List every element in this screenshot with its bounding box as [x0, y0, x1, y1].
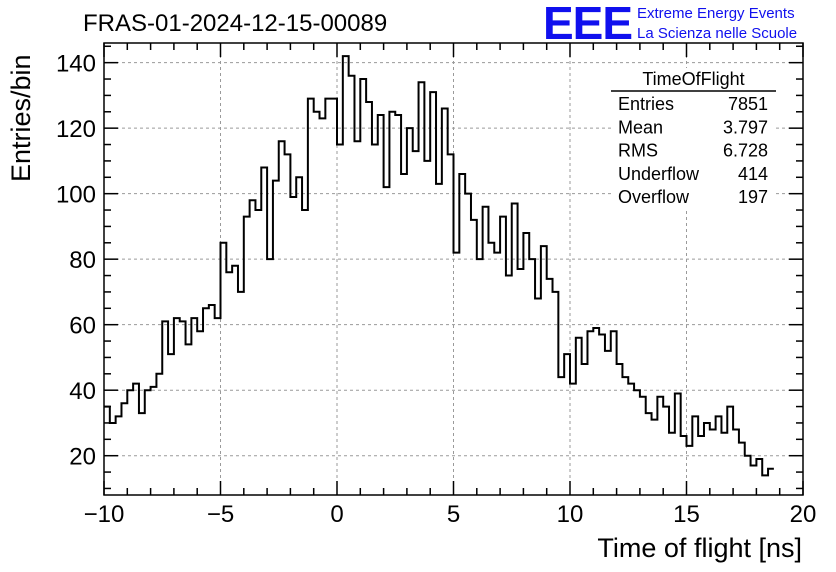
- y-tick-label: 40: [69, 378, 96, 405]
- y-axis-label: Entries/bin: [6, 54, 36, 182]
- axes: −10 −5 0 5 10 15 20 20 40 60 80 100 120 140: [56, 42, 817, 528]
- stats-row-label: RMS: [618, 141, 658, 161]
- y-tick-label: 60: [69, 313, 96, 340]
- stats-row-label: Entries: [618, 94, 674, 114]
- stats-row-label: Mean: [618, 117, 663, 137]
- stats-row-value: 3.797: [723, 117, 768, 137]
- stats-row-value: 197: [738, 187, 768, 207]
- y-tick-label: 80: [69, 247, 96, 274]
- stats-box-title: TimeOfFlight: [642, 69, 744, 89]
- y-tick-label: 20: [69, 444, 96, 471]
- y-tick-label: 100: [56, 182, 96, 209]
- stats-box: TimeOfFlight Entries 7851 Mean 3.797 RMS 6.728…: [611, 68, 776, 208]
- logo-line-2: La Scienza nelle Scuole: [637, 25, 798, 42]
- x-tick-label: 5: [447, 501, 460, 528]
- stats-row-label: Overflow: [618, 187, 690, 207]
- y-tick-label: 140: [56, 51, 96, 78]
- plot-title: FRAS-01-2024-12-15-00089: [83, 10, 388, 37]
- stats-row-label: Underflow: [618, 164, 700, 184]
- x-tick-label: −5: [207, 501, 234, 528]
- eee-logo: EEE: [543, 0, 633, 49]
- stats-row-value: 7851: [728, 94, 768, 114]
- x-tick-label: 15: [673, 501, 700, 528]
- stats-row-value: 414: [738, 164, 768, 184]
- stats-row-value: 6.728: [723, 141, 768, 161]
- histogram-series-line: [104, 55, 774, 477]
- x-axis-label: Time of flight [ns]: [597, 533, 802, 563]
- x-tick-label: 20: [790, 501, 817, 528]
- x-tick-label: 10: [557, 501, 584, 528]
- x-tick-label: 0: [330, 501, 343, 528]
- logo-line-1: Extreme Energy Events: [637, 5, 795, 22]
- y-tick-label: 120: [56, 116, 96, 143]
- x-tick-label: −10: [84, 501, 125, 528]
